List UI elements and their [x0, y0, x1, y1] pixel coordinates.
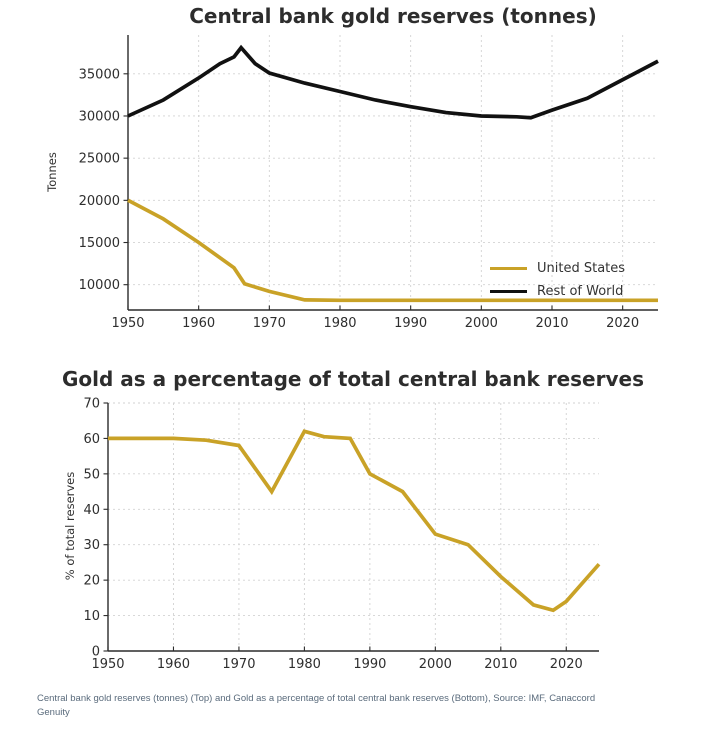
- top-chart: 1950 1960 1970 1980 1990 2000 2010 2020 10000 150…: [79, 35, 659, 331]
- svg-text:2010: 2010: [484, 657, 517, 672]
- svg-text:50: 50: [83, 467, 100, 482]
- svg-text:25000: 25000: [79, 152, 120, 167]
- svg-text:2000: 2000: [419, 657, 452, 672]
- svg-text:40: 40: [83, 503, 100, 518]
- rest-of-world-line-swatch: [490, 289, 527, 294]
- svg-text:1960: 1960: [182, 316, 215, 331]
- svg-text:35000: 35000: [79, 67, 120, 82]
- svg-text:10: 10: [83, 609, 100, 624]
- bottom-chart-title: Gold as a percentage of total central ba…: [62, 367, 644, 391]
- source-caption: Central bank gold reserves (tonnes) (Top…: [37, 693, 596, 719]
- svg-text:2010: 2010: [535, 316, 568, 331]
- svg-text:1970: 1970: [253, 316, 286, 331]
- svg-text:2020: 2020: [550, 657, 583, 672]
- legend: United States Rest of World: [490, 257, 625, 303]
- svg-text:1980: 1980: [323, 316, 356, 331]
- svg-text:1960: 1960: [157, 657, 190, 672]
- svg-text:1950: 1950: [111, 316, 144, 331]
- svg-text:15000: 15000: [79, 236, 120, 251]
- bottom-chart-series-united-states: [108, 429, 601, 613]
- svg-text:1950: 1950: [91, 657, 124, 672]
- svg-text:2020: 2020: [606, 316, 639, 331]
- top-chart-title: Central bank gold reserves (tonnes): [189, 4, 597, 28]
- top-chart-series-united-states: [127, 198, 658, 303]
- svg-text:10000: 10000: [79, 278, 120, 293]
- svg-text:20: 20: [83, 574, 100, 589]
- charts-canvas: 1950 1960 1970 1980 1990 2000 2010 202010000150…: [79, 35, 659, 672]
- legend-item-united-states: United States: [490, 257, 625, 280]
- svg-text:70: 70: [83, 397, 100, 412]
- svg-text:1990: 1990: [353, 657, 386, 672]
- svg-text:30: 30: [83, 538, 100, 553]
- top-chart-series-rest-of-world: [127, 44, 659, 120]
- svg-text:0: 0: [92, 645, 100, 660]
- svg-text:2000: 2000: [465, 316, 498, 331]
- bottom-chart: 1950 1960 1970 1980 1990 2000 2010 2020 0 10 20 30 4…: [83, 397, 601, 672]
- bottom-chart-y-axis-label: % of total reserves: [63, 471, 77, 581]
- svg-text:60: 60: [83, 432, 100, 447]
- top-chart-y-axis-label: Tonnes: [45, 152, 59, 192]
- svg-text:1970: 1970: [222, 657, 255, 672]
- legend-label-united-states: United States: [537, 261, 626, 276]
- united-states-line-swatch: [490, 266, 527, 271]
- svg-text:30000: 30000: [79, 109, 120, 124]
- legend-label-rest-of-world: Rest of World: [537, 284, 624, 299]
- svg-text:1980: 1980: [288, 657, 321, 672]
- svg-text:1990: 1990: [394, 316, 427, 331]
- legend-item-rest-of-world: Rest of World: [490, 280, 625, 303]
- svg-text:20000: 20000: [79, 194, 120, 209]
